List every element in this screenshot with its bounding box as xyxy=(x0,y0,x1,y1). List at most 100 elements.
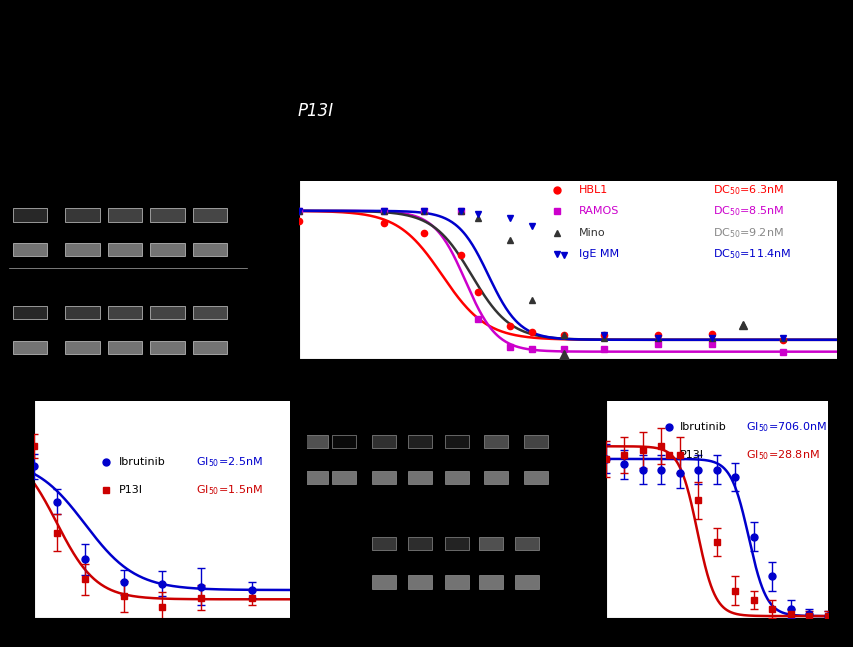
Bar xyxy=(523,471,547,485)
Y-axis label: Cell viability %: Cell viability % xyxy=(556,458,569,561)
Text: GI$_{50}$=28.8nM: GI$_{50}$=28.8nM xyxy=(746,448,819,462)
Text: 24: 24 xyxy=(205,291,214,300)
Text: β-actin: β-actin xyxy=(572,475,596,481)
Text: 100: 100 xyxy=(519,516,535,525)
Text: 89: 89 xyxy=(120,228,130,234)
Text: GI$_{50}$=706.0nM: GI$_{50}$=706.0nM xyxy=(746,421,827,434)
Bar xyxy=(332,435,356,448)
Text: % downregulation: % downregulation xyxy=(252,325,309,331)
Text: 30: 30 xyxy=(378,516,388,525)
Bar xyxy=(150,341,184,354)
Text: 0: 0 xyxy=(494,453,497,458)
Text: IgE MM: IgE MM xyxy=(578,249,618,259)
Bar xyxy=(150,243,184,256)
Text: g: g xyxy=(296,375,306,389)
Bar xyxy=(13,341,47,354)
Text: d: d xyxy=(245,159,256,174)
Text: Ibrutinib: Ibrutinib xyxy=(492,501,527,510)
Text: 41: 41 xyxy=(379,453,387,458)
Text: 300: 300 xyxy=(449,414,464,423)
Bar xyxy=(484,435,508,448)
Bar xyxy=(371,536,395,550)
Text: +: + xyxy=(340,414,347,423)
Text: β-actin: β-actin xyxy=(572,579,596,585)
Bar xyxy=(66,341,100,354)
Text: GI$_{50}$=2.5nM: GI$_{50}$=2.5nM xyxy=(195,455,262,468)
Text: 78: 78 xyxy=(452,555,461,560)
Text: h: h xyxy=(566,375,577,390)
Text: 66: 66 xyxy=(415,555,424,560)
Text: 0: 0 xyxy=(27,228,32,234)
Text: 30: 30 xyxy=(378,414,388,423)
Text: DC$_{50}$=6.3nM: DC$_{50}$=6.3nM xyxy=(712,183,784,197)
Text: tubulin: tubulin xyxy=(252,245,284,254)
Text: DMSO: DMSO xyxy=(303,399,328,408)
Bar xyxy=(150,208,184,221)
Title: C481S: C481S xyxy=(689,381,744,396)
Bar xyxy=(444,435,468,448)
Text: 69: 69 xyxy=(415,453,424,458)
Bar xyxy=(13,306,47,320)
Text: (nM): (nM) xyxy=(560,516,577,523)
X-axis label: Compound (nM): Compound (nM) xyxy=(106,643,218,647)
Text: 0: 0 xyxy=(488,555,492,560)
Bar xyxy=(13,243,47,256)
Bar xyxy=(371,575,395,589)
Text: 250: 250 xyxy=(160,193,174,202)
Text: 27: 27 xyxy=(78,325,87,331)
Text: BTK: BTK xyxy=(252,308,270,317)
Bar xyxy=(304,471,328,485)
Bar xyxy=(514,575,538,589)
Text: c: c xyxy=(3,156,12,171)
Text: 4: 4 xyxy=(80,291,85,300)
Text: Ibrutinib: Ibrutinib xyxy=(679,422,726,432)
Text: 0: 0 xyxy=(27,291,32,300)
Text: (h): (h) xyxy=(252,291,263,300)
Bar xyxy=(444,536,468,550)
Text: BTK: BTK xyxy=(252,210,270,219)
Text: Ibrutinib: Ibrutinib xyxy=(119,457,165,467)
Text: 78: 78 xyxy=(452,453,461,458)
Text: 30: 30 xyxy=(490,414,501,423)
Bar xyxy=(523,435,547,448)
Text: % downregulation: % downregulation xyxy=(572,453,621,458)
Text: DC$_{50}$=8.5nM: DC$_{50}$=8.5nM xyxy=(712,204,784,218)
Text: 500: 500 xyxy=(202,193,217,202)
Text: HBL1: HBL1 xyxy=(578,185,607,195)
Bar xyxy=(192,208,227,221)
Bar xyxy=(150,306,184,320)
Text: 73: 73 xyxy=(78,228,87,234)
Bar xyxy=(371,435,395,448)
X-axis label: Compound (nM): Compound (nM) xyxy=(511,391,624,404)
Bar xyxy=(408,536,432,550)
Text: 90: 90 xyxy=(163,228,171,234)
Text: GI$_{50}$=1.5nM: GI$_{50}$=1.5nM xyxy=(195,483,262,497)
Text: 64: 64 xyxy=(120,325,130,331)
Bar xyxy=(408,435,432,448)
Text: 100: 100 xyxy=(118,193,132,202)
Bar xyxy=(408,471,432,485)
Text: 47: 47 xyxy=(379,555,387,560)
Text: 91: 91 xyxy=(205,325,214,331)
Text: 12: 12 xyxy=(162,291,172,300)
Bar xyxy=(107,208,142,221)
Text: 0: 0 xyxy=(27,325,32,331)
Text: Ibrutinib: Ibrutinib xyxy=(501,399,536,408)
Bar xyxy=(484,471,508,485)
Bar xyxy=(444,471,468,485)
Text: Mino: Mino xyxy=(578,228,605,237)
Bar xyxy=(478,536,502,550)
Text: 10: 10 xyxy=(78,193,87,202)
Text: DMSO: DMSO xyxy=(18,193,41,202)
Text: C481A BTK: C481A BTK xyxy=(572,540,610,546)
Text: P13I (100nM): P13I (100nM) xyxy=(124,277,184,285)
Text: P13I: P13I xyxy=(410,501,429,510)
Bar xyxy=(13,208,47,221)
Text: 94: 94 xyxy=(205,228,214,234)
Text: RAMOS: RAMOS xyxy=(578,206,618,216)
Text: % downregulation: % downregulation xyxy=(572,555,621,560)
Bar xyxy=(66,306,100,320)
Text: (nM): (nM) xyxy=(569,414,585,421)
Bar xyxy=(66,208,100,221)
Bar xyxy=(514,536,538,550)
